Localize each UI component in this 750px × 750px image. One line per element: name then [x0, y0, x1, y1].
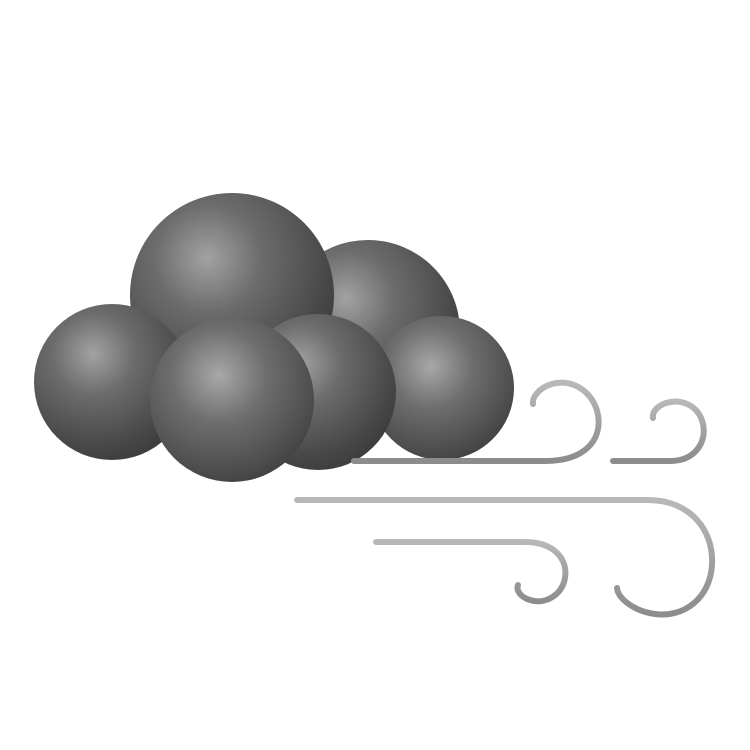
wind-line-middle — [294, 497, 716, 618]
cloud-lobe-right — [370, 316, 514, 460]
wind-line-upper-left — [351, 379, 602, 464]
wind-line-upper-right — [610, 398, 707, 464]
wind-line-lower — [373, 539, 569, 605]
wind-lines — [294, 379, 716, 618]
cloud-lobe-left — [34, 304, 190, 460]
cloud-shape — [34, 193, 514, 482]
cloud-lobe-front — [150, 318, 314, 482]
